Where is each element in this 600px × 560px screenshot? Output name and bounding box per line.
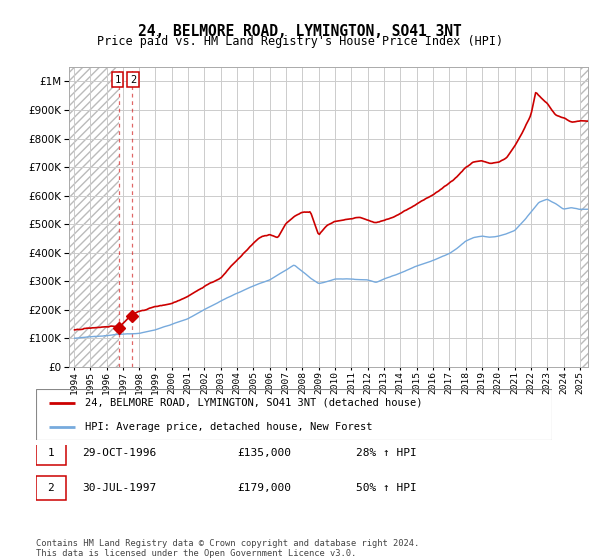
Text: £135,000: £135,000	[237, 448, 291, 458]
Bar	[581, 67, 588, 367]
Bar	[36, 441, 66, 465]
Text: HPI: Average price, detached house, New Forest: HPI: Average price, detached house, New …	[85, 422, 373, 432]
Text: 30-JUL-1997: 30-JUL-1997	[82, 483, 157, 493]
Text: 29-OCT-1996: 29-OCT-1996	[82, 448, 157, 458]
Text: £179,000: £179,000	[237, 483, 291, 493]
Text: 24, BELMORE ROAD, LYMINGTON, SO41 3NT (detached house): 24, BELMORE ROAD, LYMINGTON, SO41 3NT (d…	[85, 398, 422, 408]
Text: 24, BELMORE ROAD, LYMINGTON, SO41 3NT: 24, BELMORE ROAD, LYMINGTON, SO41 3NT	[138, 24, 462, 39]
Text: 50% ↑ HPI: 50% ↑ HPI	[356, 483, 416, 493]
Text: Contains HM Land Registry data © Crown copyright and database right 2024.
This d: Contains HM Land Registry data © Crown c…	[36, 539, 419, 558]
Text: Price paid vs. HM Land Registry's House Price Index (HPI): Price paid vs. HM Land Registry's House …	[97, 35, 503, 48]
Bar	[36, 476, 66, 500]
Text: 28% ↑ HPI: 28% ↑ HPI	[356, 448, 416, 458]
Text: 1: 1	[47, 448, 55, 458]
Text: 1: 1	[115, 74, 121, 85]
Text: 2: 2	[47, 483, 55, 493]
Text: 2: 2	[130, 74, 136, 85]
Bar	[69, 67, 119, 367]
